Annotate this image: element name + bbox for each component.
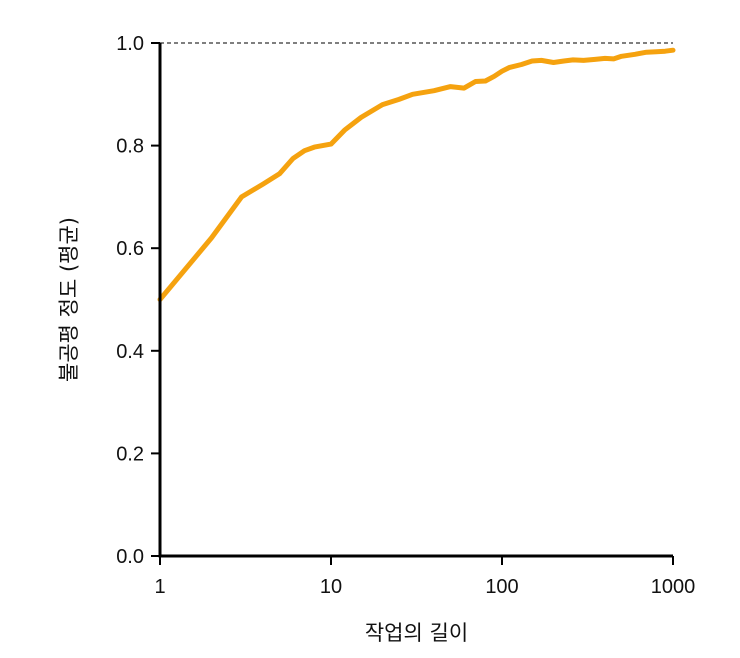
y-tick-label: 0.8 — [116, 136, 144, 158]
x-tick-label: 100 — [485, 576, 518, 598]
y-tick-label: 0.2 — [116, 443, 144, 465]
x-axis-title: 작업의 길이 — [365, 621, 468, 645]
x-tick-label: 10 — [320, 576, 342, 598]
x-ticks: 1 10 100 1000 — [154, 556, 695, 598]
x-tick-label: 1000 — [651, 576, 696, 598]
y-tick-label: 1.0 — [116, 33, 144, 55]
x-tick-label: 1 — [154, 576, 165, 598]
y-tick-label: 0.4 — [116, 341, 144, 363]
axis-layer — [158, 43, 673, 558]
y-axis-title: 불공평 정도 (평균) — [57, 217, 81, 382]
series-layer — [157, 47, 676, 302]
y-tick-label: 0.6 — [116, 238, 144, 260]
y-ticks: 0.0 0.2 0.4 0.6 0.8 1.0 — [116, 33, 160, 568]
series-line — [157, 47, 676, 302]
y-tick-label: 0.0 — [116, 546, 144, 568]
